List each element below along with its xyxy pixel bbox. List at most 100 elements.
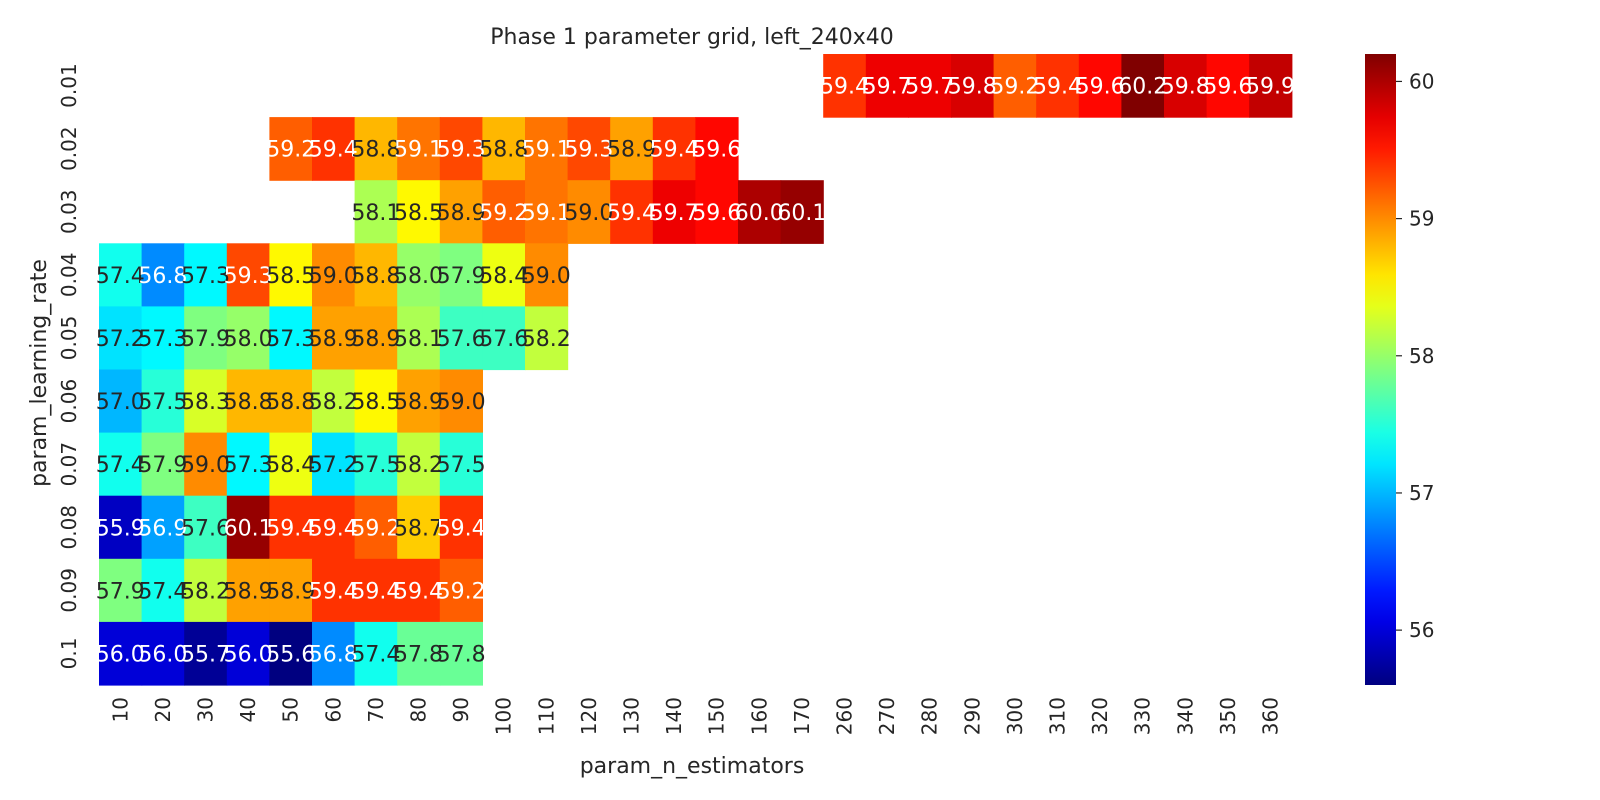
colorbar-tick-label: 59: [1409, 207, 1434, 231]
heatmap-cell: [184, 369, 228, 434]
heatmap-cell: [397, 495, 441, 560]
cell-value-label: 57.4: [351, 642, 400, 667]
cell-value-label: 57.5: [138, 390, 187, 415]
heatmap-cell: [865, 54, 909, 118]
cell-value-label: 58.4: [266, 453, 315, 478]
x-tick-label: 300: [1003, 697, 1027, 735]
colorbar-tick-label: 57: [1409, 481, 1434, 505]
colorbar-tick-label: 58: [1409, 344, 1434, 368]
y-tick-label: 0.03: [57, 189, 81, 234]
heatmap-cell: [397, 180, 441, 244]
x-tick-label: 160: [747, 697, 771, 735]
cell-value-label: 59.2: [437, 579, 486, 604]
cell-value-label: 59.4: [351, 579, 400, 604]
heatmap-cell: [312, 117, 356, 181]
x-tick-label: 320: [1088, 697, 1112, 735]
cell-value-label: 57.2: [309, 453, 358, 478]
cell-value-label: 59.7: [905, 75, 954, 100]
heatmap-cell: [695, 180, 739, 244]
cell-value-label: 59.0: [564, 201, 613, 226]
heatmap-cell: [439, 558, 483, 623]
cell-value-label: 59.3: [437, 138, 486, 163]
cell-value-label: 57.8: [437, 642, 486, 667]
chart-title: Phase 1 parameter grid, left_240x40: [490, 25, 894, 50]
heatmap-cell: [482, 243, 526, 307]
cell-value-label: 57.3: [138, 327, 187, 352]
cell-value-label: 58.9: [607, 138, 656, 163]
heatmap-cell: [908, 54, 952, 118]
heatmap-cell: [141, 495, 185, 560]
x-tick-label: 40: [236, 697, 260, 722]
cell-value-label: 59.6: [692, 201, 741, 226]
heatmap-cell: [269, 432, 313, 497]
cell-value-label: 58.9: [266, 579, 315, 604]
heatmap-cell: [184, 306, 228, 371]
heatmap-cell: [312, 369, 356, 434]
cell-value-label: 58.9: [437, 201, 486, 226]
heatmap-cell: [780, 180, 824, 244]
heatmap-cell: [652, 180, 696, 244]
cell-value-label: 56.8: [138, 264, 187, 289]
heatmap-cell: [439, 432, 483, 497]
cell-value-label: 57.9: [181, 327, 230, 352]
heatmap-cell: [184, 621, 228, 686]
y-tick-label: 0.1: [57, 638, 81, 670]
cell-value-label: 57.9: [96, 579, 145, 604]
cell-value-label: 58.1: [351, 201, 400, 226]
cell-value-label: 59.0: [522, 264, 571, 289]
cell-value-label: 59.3: [224, 264, 273, 289]
heatmap-cell: [525, 306, 569, 371]
heatmap-cell: [269, 243, 313, 307]
heatmap-cell: [1164, 54, 1208, 118]
heatmap-cells: [99, 54, 1293, 686]
heatmap-cell: [397, 117, 441, 181]
x-tick-label: 10: [108, 697, 132, 722]
heatmap-cell: [397, 243, 441, 307]
cell-value-label: 57.4: [138, 579, 187, 604]
heatmap-cell: [738, 180, 782, 244]
x-tick-label: 70: [364, 697, 388, 722]
heatmap-cell: [312, 621, 356, 686]
heatmap-cell: [269, 117, 313, 181]
heatmap-cell: [652, 117, 696, 181]
cell-value-label: 57.8: [394, 642, 443, 667]
cell-value-label: 58.9: [351, 327, 400, 352]
cell-value-label: 57.5: [437, 453, 486, 478]
cell-value-label: 59.2: [479, 201, 528, 226]
heatmap-cell: [354, 621, 398, 686]
cell-value-label: 59.0: [437, 390, 486, 415]
heatmap-cell: [354, 558, 398, 623]
heatmap-cell: [1206, 54, 1250, 118]
heatmap-cell: [99, 432, 143, 497]
x-tick-label: 20: [151, 697, 175, 722]
cell-value-labels: 59.459.759.759.859.259.459.660.259.859.6…: [96, 75, 1295, 668]
cell-value-label: 59.6: [692, 138, 741, 163]
heatmap-cell: [269, 369, 313, 434]
heatmap-cell: [141, 369, 185, 434]
cell-value-label: 55.6: [266, 642, 315, 667]
x-tick-label: 50: [279, 697, 303, 722]
cell-value-label: 58.2: [394, 453, 443, 478]
cell-value-label: 59.4: [607, 201, 656, 226]
heatmap-cell: [226, 495, 270, 560]
cell-value-label: 58.9: [394, 390, 443, 415]
heatmap-cell: [226, 558, 270, 623]
cell-value-label: 59.4: [1033, 75, 1082, 100]
cell-value-label: 59.4: [650, 138, 699, 163]
colorbar-ticks: 56 57 58 59 60: [1396, 69, 1434, 642]
cell-value-label: 59.2: [990, 75, 1039, 100]
heatmap-cell: [610, 117, 654, 181]
heatmap-cell: [99, 243, 143, 307]
x-tick-label: 290: [960, 697, 984, 735]
cell-value-label: 58.8: [266, 390, 315, 415]
x-tick-label: 310: [1046, 697, 1070, 735]
cell-value-label: 55.9: [96, 516, 145, 541]
cell-value-label: 58.2: [181, 579, 230, 604]
cell-value-label: 58.8: [224, 390, 273, 415]
cell-value-label: 58.5: [394, 201, 443, 226]
cell-value-label: 59.0: [181, 453, 230, 478]
cell-value-label: 58.8: [351, 264, 400, 289]
heatmap-cell: [226, 432, 270, 497]
y-tick-label: 0.09: [57, 568, 81, 613]
